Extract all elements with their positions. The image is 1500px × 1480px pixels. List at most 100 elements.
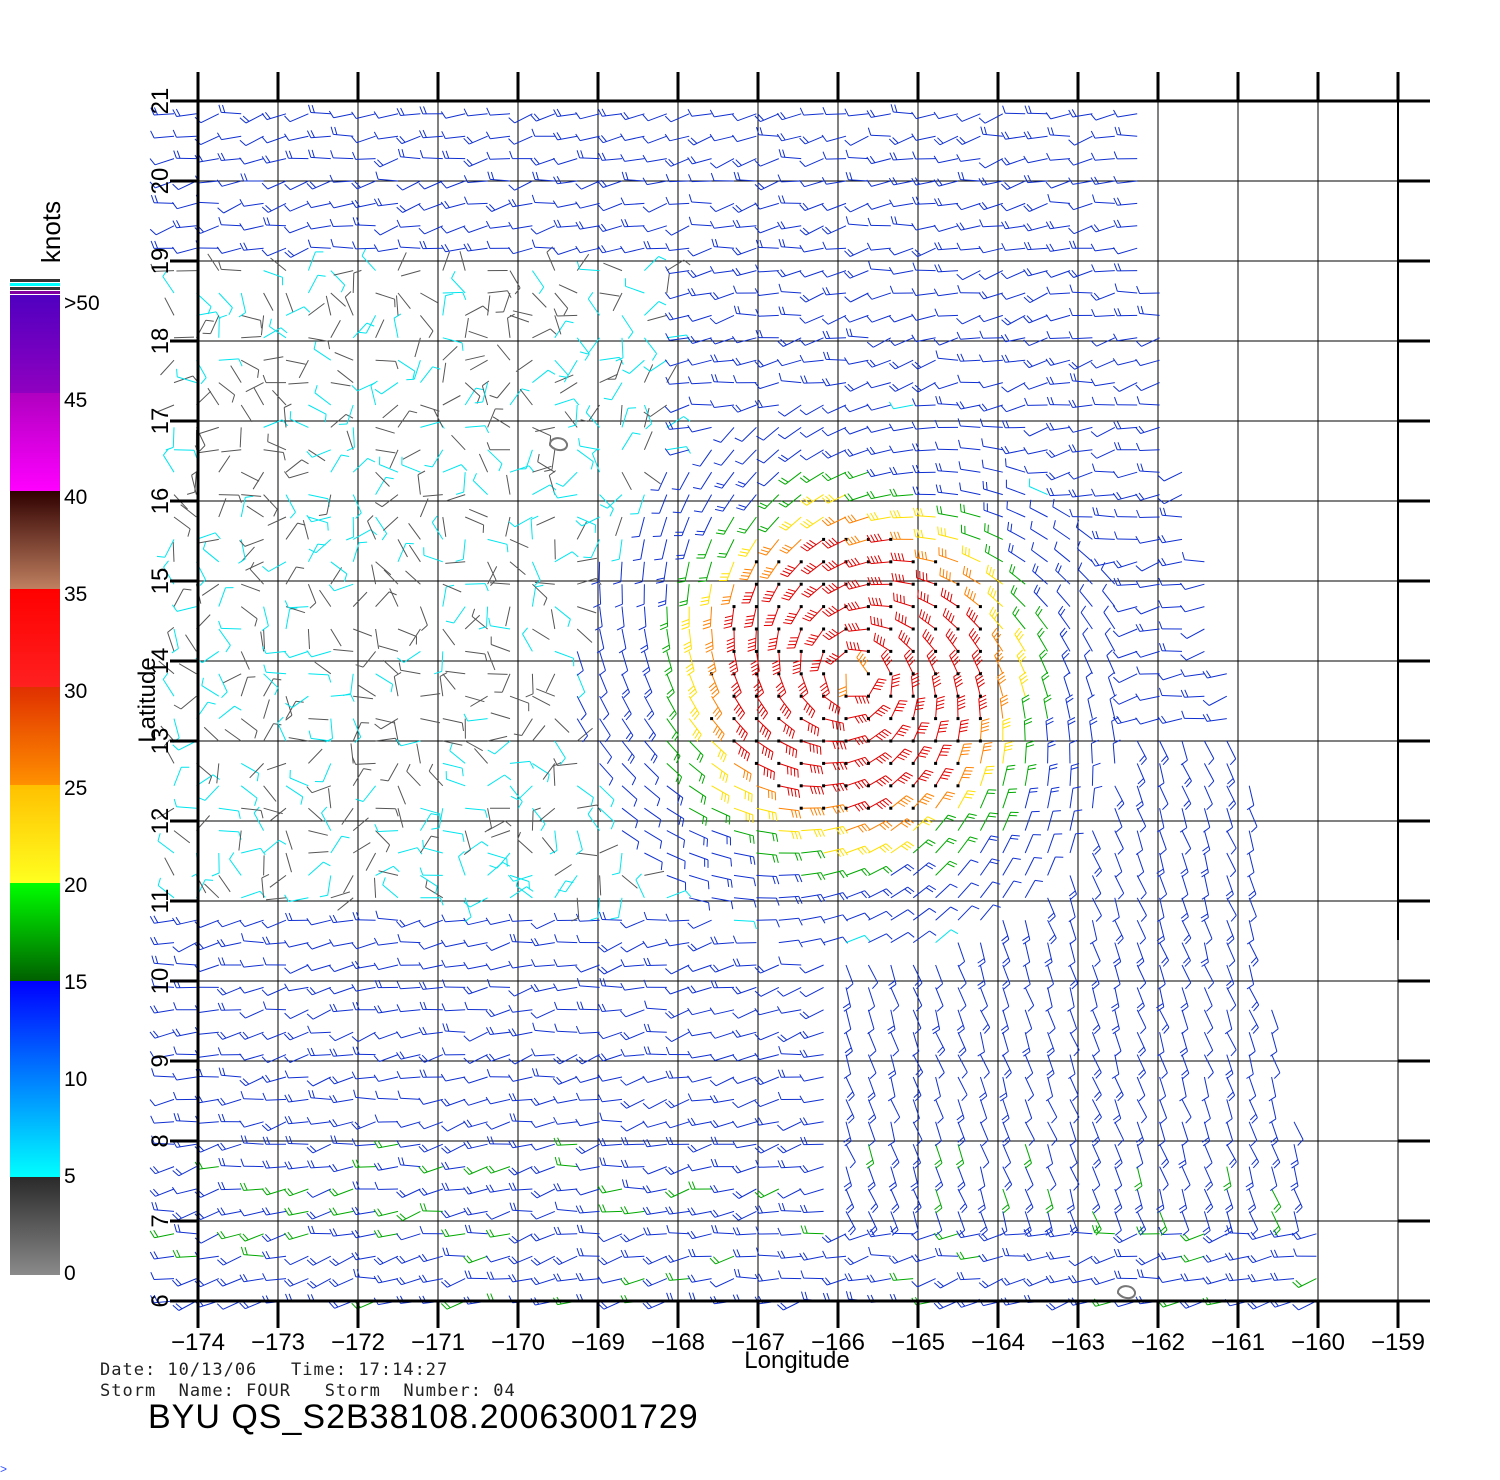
barb-feather [950, 906, 958, 912]
wind-barb [341, 807, 354, 825]
barb-feather [177, 1224, 181, 1233]
barb-feather [463, 1098, 469, 1106]
barb-feather [262, 936, 267, 945]
barb-feather [916, 700, 925, 704]
wind-barb [889, 700, 908, 721]
rain-flag [844, 806, 848, 810]
barb-feather [576, 1224, 581, 1233]
barb-feather [1226, 1140, 1234, 1147]
barb-feather [882, 890, 890, 897]
barb-shaft [1136, 1188, 1143, 1209]
wind-barb [1002, 857, 1021, 876]
barb-feather [1049, 1251, 1055, 1259]
barb-feather [506, 858, 508, 867]
wind-barb [261, 1054, 287, 1064]
barb-feather [240, 1158, 245, 1167]
barb-feather [846, 1203, 853, 1210]
barb-shaft [801, 785, 822, 788]
barb-feather [912, 1118, 920, 1124]
wind-barb [263, 785, 277, 802]
wind-barb [549, 830, 558, 855]
wind-barb [1226, 1076, 1236, 1102]
wind-barb [536, 688, 555, 697]
barb-feather [1159, 1095, 1166, 1102]
wind-barb [776, 1006, 802, 1014]
barb-feather [868, 1006, 875, 1012]
barb-shaft [154, 1054, 175, 1059]
barb-feather [949, 883, 958, 889]
wind-barb [956, 695, 966, 721]
barb-feather [1093, 1207, 1101, 1214]
barb-shaft [536, 919, 556, 930]
wind-barb [240, 718, 258, 739]
barb-feather [220, 1231, 226, 1239]
barb-feather [553, 912, 558, 921]
barb-feather [244, 1247, 248, 1256]
wind-barb [441, 1278, 466, 1288]
barb-shaft [402, 1210, 421, 1222]
barb-shaft [603, 1255, 623, 1266]
barb-feather [817, 786, 821, 795]
wind-barb [1203, 964, 1215, 990]
barb-shaft [957, 1009, 965, 1029]
barb-shaft [1002, 743, 1006, 764]
barb-shaft [445, 1254, 466, 1257]
barb-shaft [644, 740, 658, 757]
barb-feather [254, 730, 258, 739]
barb-feather [1139, 982, 1147, 990]
barb-shaft [198, 1031, 219, 1035]
wind-barb [1091, 1054, 1102, 1079]
barb-feather [913, 1091, 920, 1098]
wind-barb [554, 934, 578, 944]
barb-feather [1296, 1206, 1303, 1214]
barb-feather [332, 1094, 338, 1103]
barb-feather [217, 1047, 222, 1056]
barb-shaft [1005, 1255, 1026, 1257]
barb-feather [647, 1046, 651, 1055]
barb-shaft [490, 1166, 511, 1174]
barb-feather [1095, 915, 1102, 922]
barb-shaft [845, 1009, 852, 1030]
wind-barb [754, 694, 769, 720]
wind-barb [822, 782, 848, 792]
wind-barb [1179, 808, 1188, 833]
barb-feather [914, 1095, 922, 1102]
wind-barb [374, 823, 399, 832]
barb-feather [620, 1278, 626, 1286]
wind-barb [373, 1229, 399, 1238]
rain-flag [844, 717, 848, 721]
wind-barb [509, 874, 530, 890]
barb-feather [764, 729, 769, 738]
wind-barb [1159, 1166, 1169, 1191]
barb-feather [576, 978, 581, 987]
barb-feather [929, 930, 937, 936]
barb-feather [965, 793, 974, 796]
barb-feather [177, 1113, 181, 1122]
wind-barb [777, 1250, 802, 1259]
barb-shaft [1136, 785, 1144, 805]
barb-shaft [957, 1076, 968, 1096]
barb-feather [915, 704, 924, 707]
barb-feather [1114, 1270, 1118, 1279]
barb-shaft [912, 722, 922, 742]
barb-shaft [576, 785, 594, 798]
wind-barb [933, 1076, 941, 1102]
barb-feather [1179, 1047, 1187, 1054]
barb-feather [673, 734, 679, 742]
wind-barb [261, 1207, 287, 1216]
barb-feather [396, 1233, 402, 1241]
barb-shaft [635, 879, 645, 899]
wind-barb [509, 760, 534, 769]
barb-feather [687, 1093, 693, 1102]
wind-barb [778, 895, 803, 905]
barb-shaft [157, 840, 175, 854]
barb-feather [885, 798, 893, 804]
wind-barb [1069, 1224, 1093, 1235]
barb-shaft [890, 1188, 900, 1208]
barb-feather [1002, 721, 1011, 726]
wind-barb [777, 739, 798, 758]
wind-barb [1024, 740, 1035, 764]
wind-barb [1159, 1211, 1168, 1236]
barb-shaft [666, 890, 686, 899]
